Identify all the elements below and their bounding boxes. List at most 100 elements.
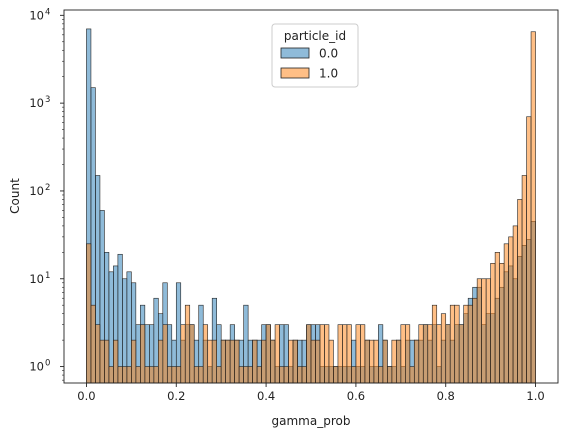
bar-series-1-bin-27: [207, 339, 213, 384]
x-tick-label: 0.4: [257, 389, 275, 403]
bar-series-1-bin-20: [175, 366, 182, 384]
bar-series-1-bin-97: [521, 175, 527, 384]
bar-series-1-bin-50: [310, 339, 316, 384]
bar-series-1-bin-60: [355, 324, 361, 384]
bar-series-1-bin-79: [440, 313, 447, 384]
bar-series-1-bin-75: [422, 324, 429, 384]
legend-title: particle_id: [284, 29, 346, 43]
bar-series-1-bin-88: [481, 278, 487, 384]
bar-series-1-bin-58: [346, 324, 352, 384]
bar-series-1-bin-67: [387, 366, 393, 384]
bar-series-1-bin-10: [131, 339, 137, 384]
x-axis-ticks: 0.0 0.2 0.4 0.6 0.8 1.0: [77, 383, 545, 403]
bar-series-1-bin-70: [400, 324, 406, 384]
bar-series-1-bin-36: [247, 366, 253, 384]
bar-series-1-bin-48: [301, 366, 307, 384]
bar-series-1-bin-54: [328, 339, 334, 384]
bar-series-1-bin-63: [369, 339, 375, 384]
y-tick-label-exponent: 2: [45, 183, 50, 193]
bar-series-1-bin-24: [193, 366, 200, 384]
bar-series-1-bin-31: [225, 339, 231, 384]
axes: [63, 9, 559, 384]
bar-series-1-bin-37: [252, 339, 258, 384]
y-tick-label-exponent: 4: [45, 7, 50, 17]
bar-series-1-bin-38: [256, 366, 262, 384]
y-tick-label-exponent: 0: [45, 359, 50, 369]
bar-series-1-bin-91: [494, 252, 500, 384]
bar-series-1-bin-57: [342, 324, 348, 384]
bar-series-1-bin-3: [99, 339, 105, 384]
y-tick-label-exponent: 1: [45, 271, 50, 281]
y-tick-label: 10: [29, 96, 44, 110]
bar-series-1-bin-5: [108, 366, 114, 384]
bar-series-1-bin-43: [279, 366, 285, 384]
y-tick-label-exponent: 3: [45, 95, 50, 105]
bar-series-1-bin-85: [467, 304, 473, 384]
bar-series-1-bin-82: [454, 304, 460, 384]
bar-series-0-bin-7: [117, 253, 123, 384]
bar-series-1-bin-46: [292, 339, 298, 384]
bar-series-1-bin-66: [382, 339, 388, 384]
bar-series-1-bin-12: [140, 324, 146, 384]
bar-series-1-bin-74: [418, 324, 424, 384]
bar-series-1-bin-18: [166, 366, 173, 384]
bar-series-1-bin-22: [184, 304, 191, 384]
x-tick-label: 0.2: [167, 389, 185, 403]
bar-series-1-bin-72: [409, 366, 415, 384]
bar-series-1-bin-11: [135, 366, 141, 384]
y-tick-label: 10: [29, 360, 44, 374]
bar-series-1-bin-47: [297, 366, 303, 384]
x-tick-label: 1.0: [526, 389, 544, 403]
bar-series-1-bin-81: [449, 304, 456, 384]
bar-series-1-bin-13: [144, 366, 150, 384]
bar-series-1-bin-23: [189, 324, 195, 384]
bar-series-1-bin-95: [512, 225, 518, 384]
bar-series-1-bin-68: [391, 339, 397, 384]
bar-series-1-bin-29: [216, 366, 222, 384]
bar-series-1-bin-94: [508, 236, 514, 384]
y-axis-label: Count: [8, 178, 22, 214]
bar-series-1-bin-56: [337, 324, 343, 384]
bar-series-1-bin-41: [270, 339, 276, 384]
bar-series-1-bin-2: [95, 324, 101, 384]
bar-series-1-bin-45: [288, 339, 294, 384]
bar-series-1-bin-44: [283, 366, 289, 384]
x-tick-label: 0.6: [347, 389, 365, 403]
y-tick-label: 10: [29, 184, 44, 198]
bar-series-1-bin-30: [220, 339, 226, 384]
bar-series-1-bin-42: [274, 324, 280, 384]
bar-series-1-bin-14: [149, 366, 155, 384]
legend-label-1: 1.0: [319, 67, 338, 81]
bar-series-1-bin-78: [436, 324, 442, 384]
legend-swatch-1: [280, 67, 310, 79]
bar-series-1-bin-53: [324, 324, 330, 384]
x-axis-label: gamma_prob: [272, 414, 351, 428]
legend-swatch-0: [280, 47, 310, 59]
bar-series-1-bin-69: [396, 339, 402, 384]
bar-series-1-bin-17: [162, 324, 168, 384]
bar-series-1-bin-26: [202, 324, 209, 384]
bar-series-1-bin-52: [319, 324, 325, 384]
bar-series-1-bin-71: [405, 324, 411, 384]
bar-series-1-bin-32: [229, 339, 235, 384]
bar-series-1-bin-84: [463, 304, 469, 384]
bar-series-1-bin-34: [238, 366, 244, 384]
bar-series-1-bin-98: [526, 116, 532, 384]
bar-series-1-bin-55: [333, 366, 339, 384]
bar-series-1-bin-49: [306, 324, 312, 384]
bar-series-1-bin-28: [211, 339, 217, 384]
bar-series-1-bin-77: [431, 304, 438, 384]
bar-series-1-bin-83: [458, 324, 464, 384]
bar-series-1-bin-35: [243, 366, 249, 384]
bar-series-1-bin-4: [104, 339, 110, 384]
bar-series-1-bin-21: [180, 324, 186, 384]
bar-series-1-bin-61: [360, 324, 366, 384]
bar-series-1-bin-16: [158, 339, 164, 384]
bar-series-1-bin-90: [490, 262, 496, 384]
bar-series-1-bin-0: [86, 243, 92, 384]
bar-series-1-bin-80: [445, 324, 451, 384]
plot-frame: [63, 9, 559, 384]
bar-series-1-bin-51: [315, 339, 321, 384]
